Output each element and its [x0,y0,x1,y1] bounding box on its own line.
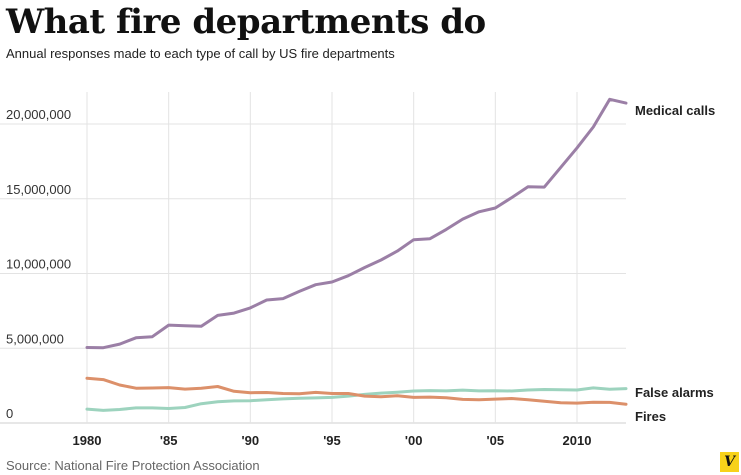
x-tick-label: '05 [487,433,505,448]
series-label-fires: Fires [635,409,666,424]
x-gridlines [86,92,578,423]
x-tick-label: '90 [242,433,260,448]
series-line-false-alarms [85,386,628,412]
x-tick-label: '00 [405,433,423,448]
x-tick-label: 1980 [73,433,102,448]
y-tick-label: 20,000,000 [6,107,71,122]
y-tick-label: 15,000,000 [6,182,71,197]
x-tick-label: '95 [323,433,341,448]
series-line-fires [85,376,628,406]
y-tick-label: 5,000,000 [6,331,64,346]
series-label-false-alarms: False alarms [635,385,714,400]
series-labels: Medical calls False alarms Fires [635,103,715,424]
x-tick-labels: 1980 '85 '90 '95 '00 '05 2010 [73,433,592,448]
source-note: Source: National Fire Protection Associa… [6,458,260,473]
x-tick-label: 2010 [563,433,592,448]
chart-subtitle: Annual responses made to each type of ca… [6,46,395,61]
y-tick-label: 0 [6,406,13,421]
series-line-medical-calls [85,97,628,350]
y-tick-labels: 0 5,000,000 10,000,000 15,000,000 20,000,000 [6,107,71,421]
y-tick-label: 10,000,000 [6,257,71,272]
x-tick-label: '85 [160,433,178,448]
series-label-medical-calls: Medical calls [635,103,715,118]
vox-logo-letter: V [724,454,735,470]
vox-logo: V [720,452,739,472]
series-lines [85,97,628,412]
chart-title: What fire departments do [6,2,486,42]
